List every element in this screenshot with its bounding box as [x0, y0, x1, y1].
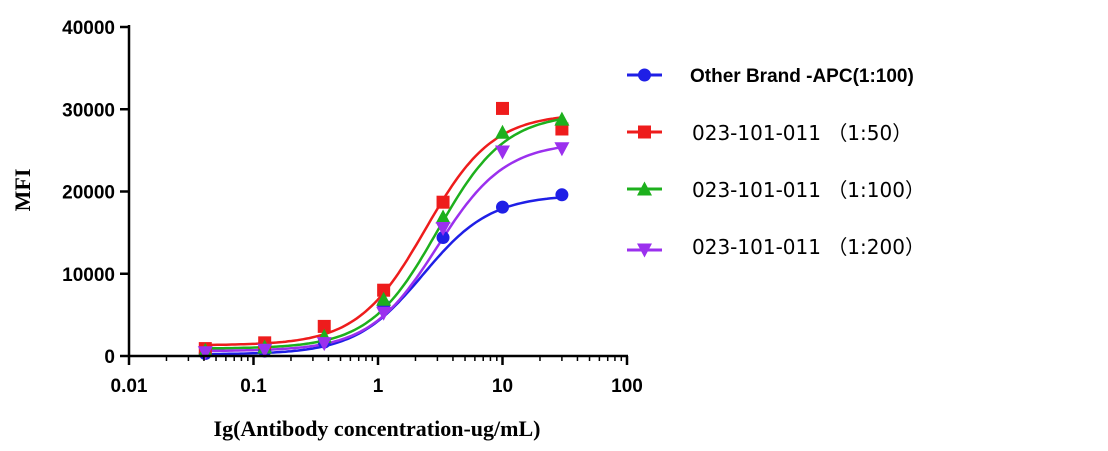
- data-point-series-1: [436, 231, 450, 245]
- y-tick-label: 40000: [62, 18, 115, 39]
- data-point-series-1: [496, 200, 509, 214]
- x-tick-label: 1: [373, 376, 384, 397]
- x-tick-label: 0.1: [240, 376, 267, 397]
- data-point-series-3: [495, 124, 510, 139]
- data-point-series-2: [377, 283, 391, 297]
- x-tick-label: 0.01: [111, 376, 148, 397]
- x-tick-label: 100: [611, 376, 643, 397]
- y-tick-label: 0: [104, 347, 115, 368]
- x-axis-title: Ig(Antibody concentration-ug/mL): [214, 416, 541, 441]
- x-tick-label: 10: [492, 376, 513, 397]
- y-tick-label: 10000: [62, 265, 115, 286]
- data-point-series-4: [197, 346, 213, 361]
- data-point-series-2: [496, 101, 509, 115]
- y-tick-label: 20000: [62, 183, 115, 204]
- data-point-series-4: [316, 337, 332, 352]
- legend-marker: [638, 68, 651, 82]
- data-point-series-3: [554, 111, 570, 126]
- data-point-series-4: [495, 145, 510, 160]
- data-point-series-4: [435, 222, 451, 237]
- legend-label: 023-101-011 （1:50）: [692, 121, 912, 145]
- data-point-series-4: [257, 343, 273, 358]
- data-point-series-4: [554, 142, 570, 157]
- data-point-series-3: [435, 209, 451, 224]
- legend-label: Other Brand -APC(1:100): [690, 66, 914, 87]
- data-point-series-1: [555, 188, 569, 202]
- legend-label: 023-101-011 （1:100）: [692, 178, 925, 202]
- data-markers: [197, 101, 570, 361]
- data-point-series-2: [317, 319, 331, 333]
- legend-marker: [638, 125, 651, 139]
- legend-marker: [637, 181, 652, 196]
- legend-label: 023-101-011 （1:200）: [692, 235, 925, 259]
- data-point-series-2: [555, 122, 569, 136]
- axes: 0 10000 20000 30000 40000 0.01 0.1 1 10 100: [62, 18, 643, 397]
- data-point-series-2: [436, 195, 450, 209]
- y-tick-label: 30000: [62, 100, 115, 121]
- y-axis-title: MFI: [10, 169, 35, 212]
- data-point-series-4: [376, 306, 392, 321]
- fit-curve-series-1: [205, 196, 562, 356]
- plot-area: [197, 101, 570, 361]
- data-point-series-3: [376, 291, 392, 306]
- legend: Other Brand -APC(1:100) 023-101-011 （1:50…: [627, 66, 925, 259]
- legend-marker: [637, 243, 652, 258]
